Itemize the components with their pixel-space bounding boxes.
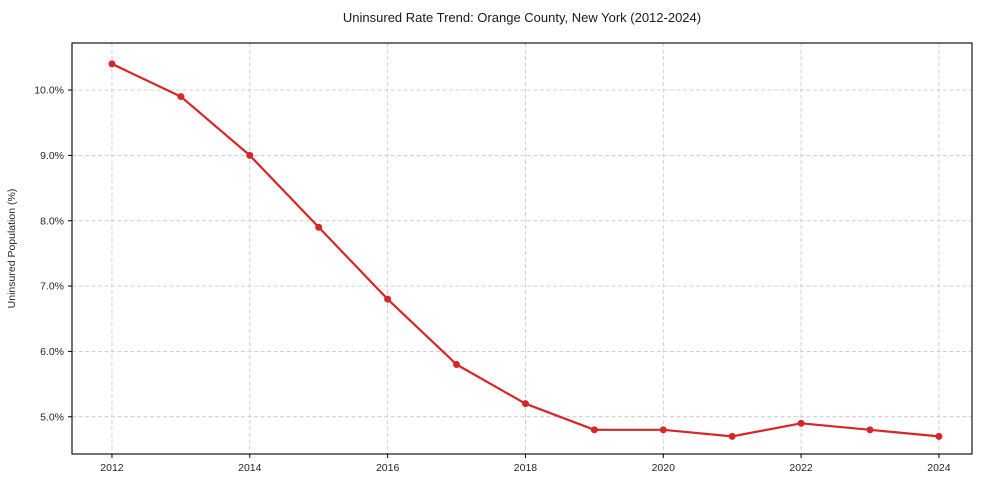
data-point: [797, 419, 805, 427]
data-point: [246, 151, 254, 159]
x-tick-label: 2018: [514, 462, 538, 474]
data-point: [590, 426, 598, 434]
data-point: [453, 360, 461, 368]
trend-line: [110, 62, 941, 438]
y-tick-label: 7.0%: [40, 281, 64, 293]
data-point: [935, 432, 943, 440]
x-tick-label: 2022: [789, 462, 813, 474]
data-point: [315, 223, 323, 231]
x-tick-label: 2024: [927, 462, 951, 474]
data-point: [108, 60, 116, 68]
x-tick-label: 2014: [238, 462, 262, 474]
data-point: [866, 426, 874, 434]
plot-border: [71, 42, 973, 455]
y-tick-label: 5.0%: [40, 411, 64, 423]
y-axis-label: Uninsured Population (%): [6, 189, 18, 309]
x-tick-label: 2012: [100, 462, 124, 474]
y-tick-label: 8.0%: [40, 215, 64, 227]
data-point: [659, 426, 667, 434]
data-point: [177, 93, 185, 101]
data-point: [521, 400, 529, 408]
x-tick-label: 2020: [652, 462, 676, 474]
y-tick-label: 10.0%: [34, 85, 64, 97]
x-tick-label: 2016: [376, 462, 400, 474]
y-tick-label: 9.0%: [40, 150, 64, 162]
chart-title: Uninsured Rate Trend: Orange County, New…: [342, 10, 702, 25]
y-tick-label: 6.0%: [40, 346, 64, 358]
data-point: [728, 432, 736, 440]
data-point: [384, 295, 392, 303]
